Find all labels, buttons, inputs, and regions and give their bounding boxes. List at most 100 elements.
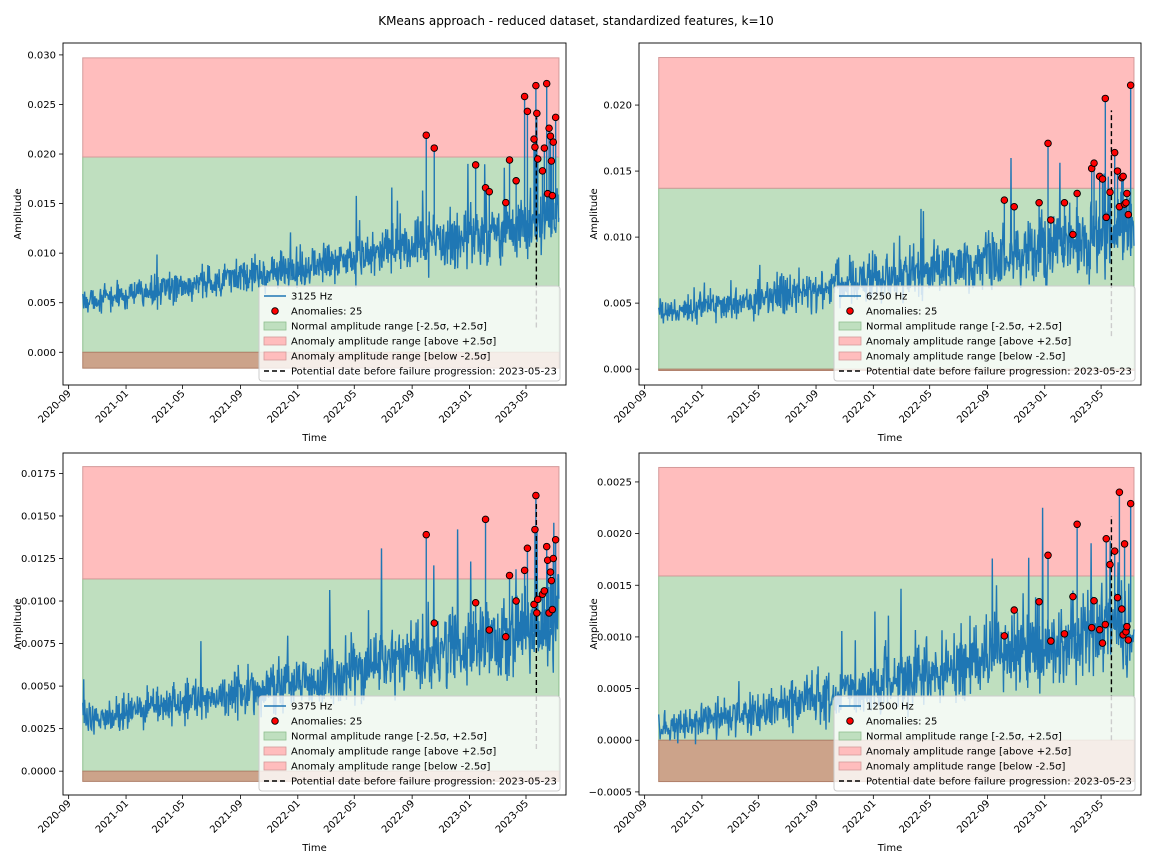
- legend-patch-handle: [263, 761, 287, 771]
- anomaly-point: [533, 109, 541, 118]
- x-tick-label: 2021-09: [208, 798, 245, 835]
- anomaly-point: [1113, 593, 1122, 602]
- y-tick-label: 0.0005: [597, 684, 632, 695]
- legend-box: [258, 285, 561, 382]
- legend-marker-handle: [271, 717, 279, 725]
- x-tick-label: 2022-01: [841, 798, 878, 835]
- anomaly-point: [523, 107, 532, 116]
- y-tick-label: 0.0020: [597, 529, 632, 540]
- legend: 12500 Hz Anomalies: 25 Normal amplitude ra…: [833, 695, 1136, 792]
- chart-panel-1: 0.000 0.005 0.010 0.015 0.020 0.025 0.030 2020-…: [13, 42, 567, 444]
- x-axis-label: Time: [301, 433, 326, 444]
- above-range-band: [658, 466, 1135, 577]
- anomaly-point: [1110, 148, 1119, 157]
- y-tick-label: 0.0010: [597, 632, 632, 643]
- y-tick-label: 0.0025: [597, 477, 632, 488]
- x-tick-label: 2022-01: [266, 388, 303, 425]
- anomaly-point: [545, 124, 553, 133]
- anomaly-point: [530, 600, 538, 609]
- x-tick-label: 2021-05: [150, 798, 187, 835]
- legend-patch-handle: [263, 351, 287, 361]
- anomaly-point: [1102, 213, 1110, 222]
- anomaly-point: [422, 131, 431, 139]
- x-axis-label: Time: [301, 843, 326, 854]
- y-axis-label: Amplitude: [13, 188, 24, 239]
- x-tick-label: 2021-01: [670, 798, 707, 835]
- anomaly-point: [549, 138, 558, 146]
- y-axis-label: Amplitude: [589, 598, 600, 649]
- x-tick-label: 2022-09: [380, 388, 417, 425]
- anomaly-point: [1106, 560, 1114, 569]
- legend-label: Normal amplitude range [-2.5σ, +2.5σ]: [866, 322, 1062, 333]
- axes-frame: [638, 42, 1142, 386]
- legend-label: Anomalies: 25: [291, 717, 362, 728]
- anomaly-point: [1122, 199, 1130, 207]
- anomaly-point: [534, 595, 542, 604]
- y-tick-label: 0.015: [27, 199, 56, 210]
- anomaly-point: [1010, 202, 1018, 211]
- x-axis-label: Time: [877, 433, 902, 444]
- anomaly-point: [1101, 620, 1110, 629]
- legend-patch-handle: [263, 321, 287, 331]
- anomaly-point: [1120, 540, 1129, 548]
- anomaly-point: [481, 515, 490, 524]
- x-tick-label: 2021-01: [670, 388, 707, 425]
- x-tick-label: 2020-09: [612, 388, 649, 425]
- x-tick-label: 2021-09: [784, 798, 821, 835]
- x-tick-label: 2023-05: [494, 388, 531, 425]
- legend-label: Anomalies: 25: [291, 307, 362, 318]
- anomaly-point: [471, 598, 480, 607]
- x-tick-label: 2021-05: [150, 388, 187, 425]
- x-tick-label: 2023-01: [1013, 798, 1050, 835]
- axes-frame: [638, 452, 1142, 796]
- x-tick-label: 2021-01: [94, 798, 131, 835]
- y-axis-label: Amplitude: [589, 188, 600, 239]
- anomaly-point: [1010, 606, 1018, 614]
- anomaly-point: [1000, 196, 1009, 204]
- anomaly-point: [549, 554, 558, 563]
- anomaly-point: [542, 79, 551, 88]
- legend-patch-handle: [838, 351, 862, 361]
- x-tick-label: 2023-05: [494, 798, 531, 835]
- legend-label: 3125 Hz: [291, 292, 332, 303]
- signal-line: [658, 507, 1135, 745]
- x-tick-label: 2022-01: [841, 388, 878, 425]
- anomaly-point: [534, 155, 542, 163]
- y-tick-label: 0.000: [603, 365, 632, 376]
- legend-patch-handle: [263, 731, 287, 741]
- x-tick-label: 2023-01: [437, 388, 474, 425]
- above-range-band: [82, 466, 560, 580]
- x-tick-label: 2023-01: [437, 798, 474, 835]
- y-tick-label: 0.0000: [597, 736, 632, 747]
- anomaly-point: [1060, 630, 1069, 638]
- anomaly-point: [1047, 216, 1055, 224]
- anomaly-point: [532, 81, 540, 90]
- legend: 3125 Hz Anomalies: 25 Normal amplitude ran…: [258, 285, 561, 382]
- anomaly-point: [502, 633, 510, 641]
- y-tick-label: 0.0025: [21, 724, 56, 735]
- signal-line: [82, 163, 560, 314]
- legend-label: Normal amplitude range [-2.5σ, +2.5σ]: [291, 732, 487, 743]
- anomaly-point: [1069, 230, 1077, 239]
- anomaly-point: [1110, 547, 1119, 555]
- legend-label: Anomaly amplitude range [above +2.5σ]: [866, 747, 1071, 758]
- y-tick-label: 0.025: [27, 100, 56, 111]
- legend-marker-handle: [846, 307, 854, 315]
- anomaly-point: [540, 587, 549, 595]
- anomaly-point: [1035, 598, 1043, 606]
- anomaly-point: [471, 161, 480, 169]
- legend-box: [258, 695, 561, 792]
- y-tick-label: −0.0005: [589, 787, 632, 798]
- legend-box: [833, 285, 1136, 382]
- y-tick-label: 0.0075: [21, 639, 56, 650]
- y-tick-label: 0.0175: [21, 469, 56, 480]
- x-tick-label: 2022-09: [955, 388, 992, 425]
- anomaly-point: [533, 609, 541, 617]
- legend-patch-handle: [838, 321, 862, 331]
- anomaly-point: [531, 143, 539, 151]
- anomaly-point: [502, 198, 510, 207]
- anomaly-point: [1073, 189, 1081, 198]
- chart-panel-4: −0.0005 0.0000 0.0005 0.0010 0.0015 0.0020 0.0…: [589, 452, 1142, 854]
- anomaly-point: [485, 187, 494, 196]
